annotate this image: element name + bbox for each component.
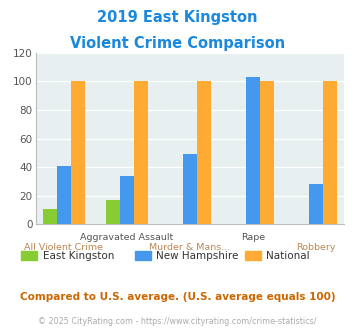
Bar — [71, 82, 84, 224]
Bar — [43, 209, 57, 224]
Bar — [183, 154, 197, 224]
Text: Aggravated Assault: Aggravated Assault — [80, 233, 174, 242]
Text: Murder & Mans...: Murder & Mans... — [149, 243, 230, 251]
Text: Violent Crime Comparison: Violent Crime Comparison — [70, 36, 285, 51]
Text: All Violent Crime: All Violent Crime — [24, 243, 103, 251]
Bar — [120, 176, 134, 224]
Bar — [197, 82, 211, 224]
Text: 2019 East Kingston: 2019 East Kingston — [97, 10, 258, 25]
Text: National: National — [266, 251, 310, 261]
Bar — [57, 166, 71, 224]
Text: © 2025 CityRating.com - https://www.cityrating.com/crime-statistics/: © 2025 CityRating.com - https://www.city… — [38, 317, 317, 326]
Bar — [246, 77, 260, 224]
Text: Rape: Rape — [241, 233, 265, 242]
Text: Robbery: Robbery — [296, 243, 336, 251]
Bar — [134, 82, 148, 224]
Text: East Kingston: East Kingston — [43, 251, 114, 261]
Text: Compared to U.S. average. (U.S. average equals 100): Compared to U.S. average. (U.S. average … — [20, 292, 335, 302]
Bar — [309, 184, 323, 224]
Bar — [260, 82, 274, 224]
Bar — [323, 82, 337, 224]
Bar — [106, 200, 120, 224]
Text: New Hampshire: New Hampshire — [156, 251, 239, 261]
